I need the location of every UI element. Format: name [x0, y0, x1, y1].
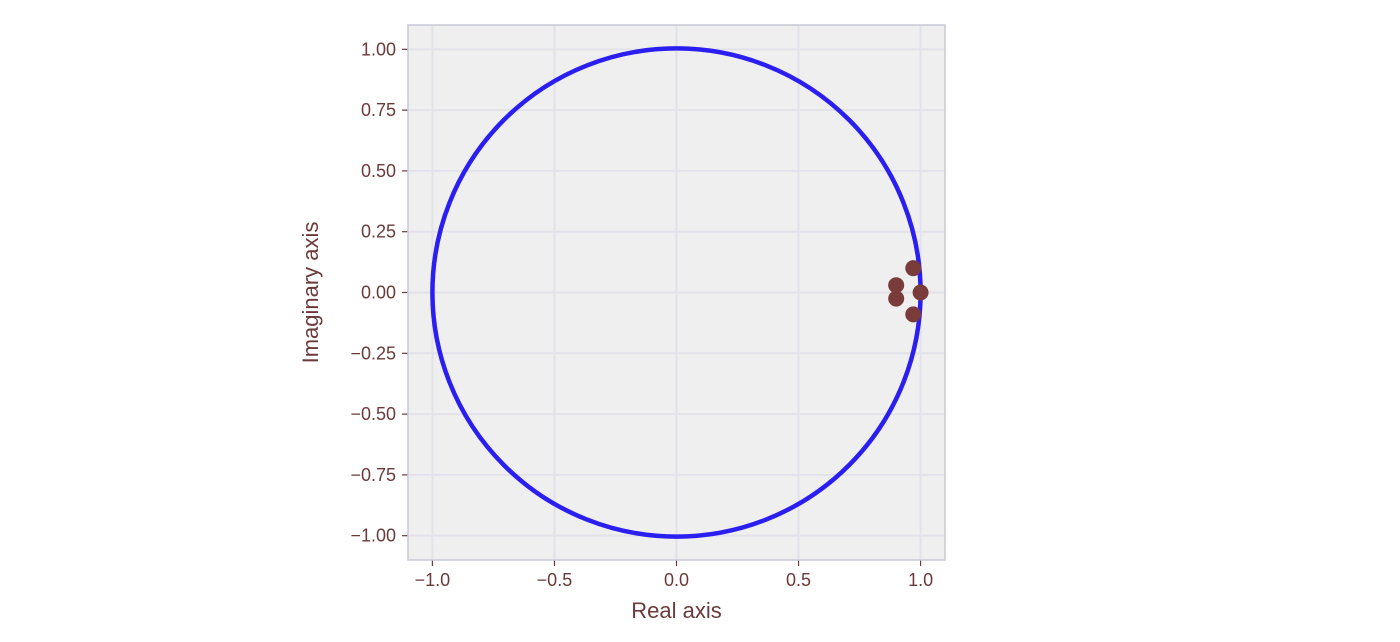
- x-axis-ticks: −1.0 −0.5 0.0 0.5 1.0: [415, 560, 933, 590]
- data-point: [888, 277, 905, 294]
- data-points: [888, 260, 929, 323]
- data-point: [912, 284, 929, 301]
- data-point: [905, 306, 922, 323]
- y-tick-label: 0.25: [361, 222, 396, 242]
- x-tick-label: 0.0: [664, 570, 689, 590]
- x-tick-label: −1.0: [415, 570, 451, 590]
- x-tick-label: 1.0: [908, 570, 933, 590]
- y-tick-label: −0.75: [350, 465, 396, 485]
- y-tick-label: −1.00: [350, 526, 396, 546]
- y-axis-label: Imaginary axis: [298, 222, 323, 364]
- y-tick-label: −0.25: [350, 343, 396, 363]
- y-tick-label: 0.00: [361, 283, 396, 303]
- y-tick-label: 0.50: [361, 161, 396, 181]
- x-axis-label: Real axis: [631, 598, 721, 623]
- y-axis-ticks: 1.00 0.75 0.50 0.25 0.00 −0.25 −0.50 −0.75 −1.00: [350, 39, 408, 546]
- data-point: [888, 290, 905, 307]
- y-tick-label: 0.75: [361, 100, 396, 120]
- y-tick-label: 1.00: [361, 39, 396, 59]
- data-point: [905, 260, 922, 277]
- x-tick-label: 0.5: [786, 570, 811, 590]
- plot-frame: [407, 24, 946, 561]
- x-tick-label: −0.5: [537, 570, 573, 590]
- y-tick-label: −0.50: [350, 404, 396, 424]
